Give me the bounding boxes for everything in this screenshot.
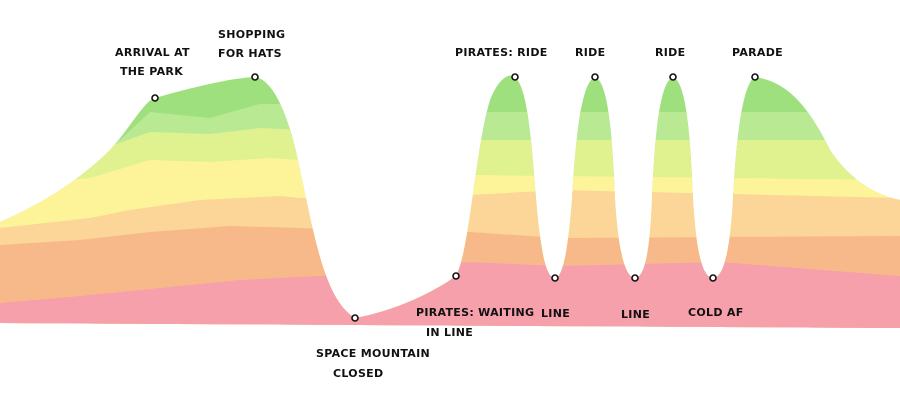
marker-ride-2 [591,73,599,81]
marker-pirates-waiting [452,272,460,280]
marker-shopping [251,73,259,81]
marker-pirates-ride [511,73,519,81]
marker-line-2 [631,274,639,282]
milestone-labels: ARRIVAL AT THE PARK SHOPPING FOR HATS SP… [115,28,783,380]
label-ride-3: RIDE [655,46,685,59]
label-pirates-ride: PIRATES: RIDE [455,46,548,59]
marker-line-1 [551,274,559,282]
label-ride-2: RIDE [575,46,605,59]
label-space-mountain: SPACE MOUNTAIN CLOSED [316,347,434,380]
milestone-markers [151,73,759,322]
marker-cold [709,274,717,282]
label-cold: COLD AF [688,306,744,319]
label-parade: PARADE [732,46,783,59]
label-line-1: LINE [541,307,570,320]
marker-parade [751,73,759,81]
marker-arrival [151,94,159,102]
marker-space-mountain [351,314,359,322]
marker-ride-3 [669,73,677,81]
label-arrival: ARRIVAL AT THE PARK [115,46,194,78]
label-pirates-waiting: PIRATES: WAITING IN LINE [416,306,538,339]
label-shopping: SHOPPING FOR HATS [218,28,289,60]
band-pink [0,262,900,328]
label-line-2: LINE [621,308,650,321]
